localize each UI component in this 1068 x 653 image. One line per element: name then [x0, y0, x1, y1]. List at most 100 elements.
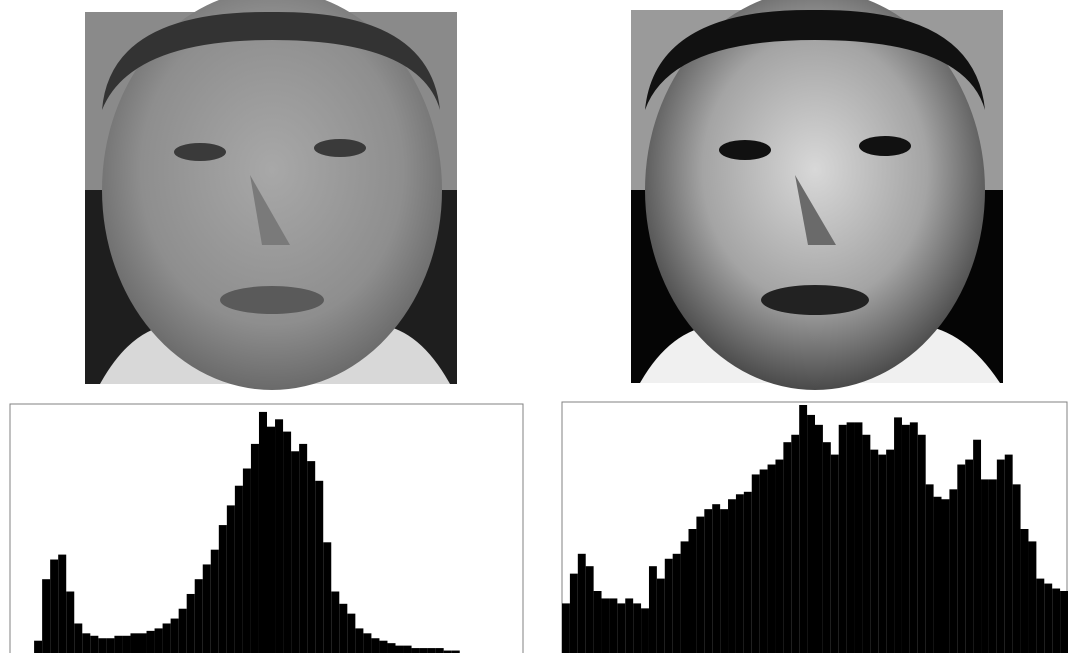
histogram-bar	[562, 603, 570, 653]
histogram-bar	[934, 497, 942, 653]
histogram-bar	[704, 509, 712, 653]
histogram-bar	[259, 412, 267, 653]
histogram-bar	[918, 435, 926, 653]
histogram-bar	[130, 633, 138, 653]
histogram-bar	[594, 591, 602, 653]
histogram-bar	[862, 435, 870, 653]
histogram-bar	[1060, 591, 1068, 653]
histogram-bar	[633, 603, 641, 653]
histogram-bar	[147, 631, 155, 653]
histogram-bar	[696, 517, 704, 653]
histogram-bar	[981, 479, 989, 653]
equalized-image	[631, 0, 1003, 390]
histogram-bar	[1028, 541, 1036, 653]
histogram-bar	[736, 494, 744, 653]
histogram-bar	[949, 489, 957, 653]
histogram-bar	[291, 451, 299, 653]
histogram-bar	[371, 638, 379, 653]
histogram-bar	[267, 427, 275, 653]
histogram-bar	[307, 461, 315, 653]
histogram-bar	[617, 603, 625, 653]
histogram-bar	[163, 623, 171, 653]
histogram-bar	[997, 460, 1005, 653]
histogram-bar	[681, 541, 689, 653]
histogram-bar	[839, 425, 847, 653]
histogram-bar	[831, 455, 839, 653]
histogram-bar	[799, 405, 807, 653]
histogram-bar	[50, 560, 58, 653]
histogram-bar	[926, 484, 934, 653]
histogram-bar	[775, 460, 783, 653]
histogram-bar	[973, 440, 981, 653]
histogram-bar	[649, 566, 657, 653]
histogram-bar	[586, 566, 594, 653]
histogram-bar	[428, 648, 436, 653]
histogram-bar	[387, 643, 395, 653]
histogram-bar	[179, 609, 187, 653]
histogram-bar	[744, 492, 752, 653]
eye	[859, 136, 911, 156]
histogram-bar	[1044, 584, 1052, 653]
original-image	[85, 0, 457, 390]
histogram-bar	[299, 444, 307, 653]
histogram-bar	[870, 450, 878, 653]
histogram-bar	[42, 579, 50, 653]
histogram-bar	[58, 555, 66, 653]
histogram-bar	[90, 636, 98, 653]
histogram-bar	[855, 422, 863, 653]
histogram-bar	[106, 638, 114, 653]
mouth	[761, 285, 869, 315]
histogram-bar	[902, 425, 910, 653]
histogram-bar	[1021, 529, 1029, 653]
histogram-bar	[363, 633, 371, 653]
histogram-bar	[114, 636, 122, 653]
histogram-bar	[1013, 484, 1021, 653]
histogram-bar	[665, 559, 673, 653]
histogram-bar	[578, 554, 586, 653]
histogram-bar	[98, 638, 106, 653]
eye	[719, 140, 771, 160]
histogram-bar	[211, 550, 219, 653]
histogram-bar	[275, 419, 283, 653]
histogram-bar	[1036, 579, 1044, 653]
histogram-bar	[339, 604, 347, 653]
histogram-bar	[1005, 455, 1013, 653]
histogram-bar	[251, 444, 259, 653]
histogram-bar	[219, 525, 227, 653]
histogram-bar	[396, 646, 404, 653]
histogram-bar	[673, 554, 681, 653]
histogram-bar	[436, 648, 444, 653]
histogram-bar	[752, 474, 760, 653]
histogram-bar	[66, 592, 74, 653]
histogram-bar	[847, 422, 855, 653]
histogram-bar	[155, 628, 163, 653]
histogram-bar	[768, 465, 776, 653]
histogram-bar	[989, 479, 997, 653]
histogram-bar	[602, 598, 610, 653]
figure	[0, 0, 1068, 653]
histogram-bar	[910, 422, 918, 653]
histogram-bar	[942, 499, 950, 653]
histogram-bar	[783, 442, 791, 653]
histogram-bar	[791, 435, 799, 653]
histogram-bar	[760, 469, 768, 653]
histogram-bar	[203, 564, 211, 653]
histogram-bar	[807, 415, 815, 653]
histogram-bar	[657, 579, 665, 653]
histogram-bar	[323, 542, 331, 653]
histogram-bar	[957, 465, 965, 653]
histogram-bar	[331, 592, 339, 653]
histogram-bar	[404, 646, 412, 653]
histogram-bar	[379, 641, 387, 653]
histogram-bar	[243, 469, 251, 653]
page: {"chart_data": [ {"type": "histogram", "…	[0, 0, 1068, 653]
histogram-bar	[720, 509, 728, 653]
histogram-bar	[965, 460, 973, 653]
histogram-bar	[570, 574, 578, 653]
histogram-bar	[815, 425, 823, 653]
histogram-bar	[122, 636, 130, 653]
histogram-bar	[641, 608, 649, 653]
histogram-bar	[187, 594, 195, 653]
histogram-bar	[235, 486, 243, 653]
histogram-bar	[878, 455, 886, 653]
